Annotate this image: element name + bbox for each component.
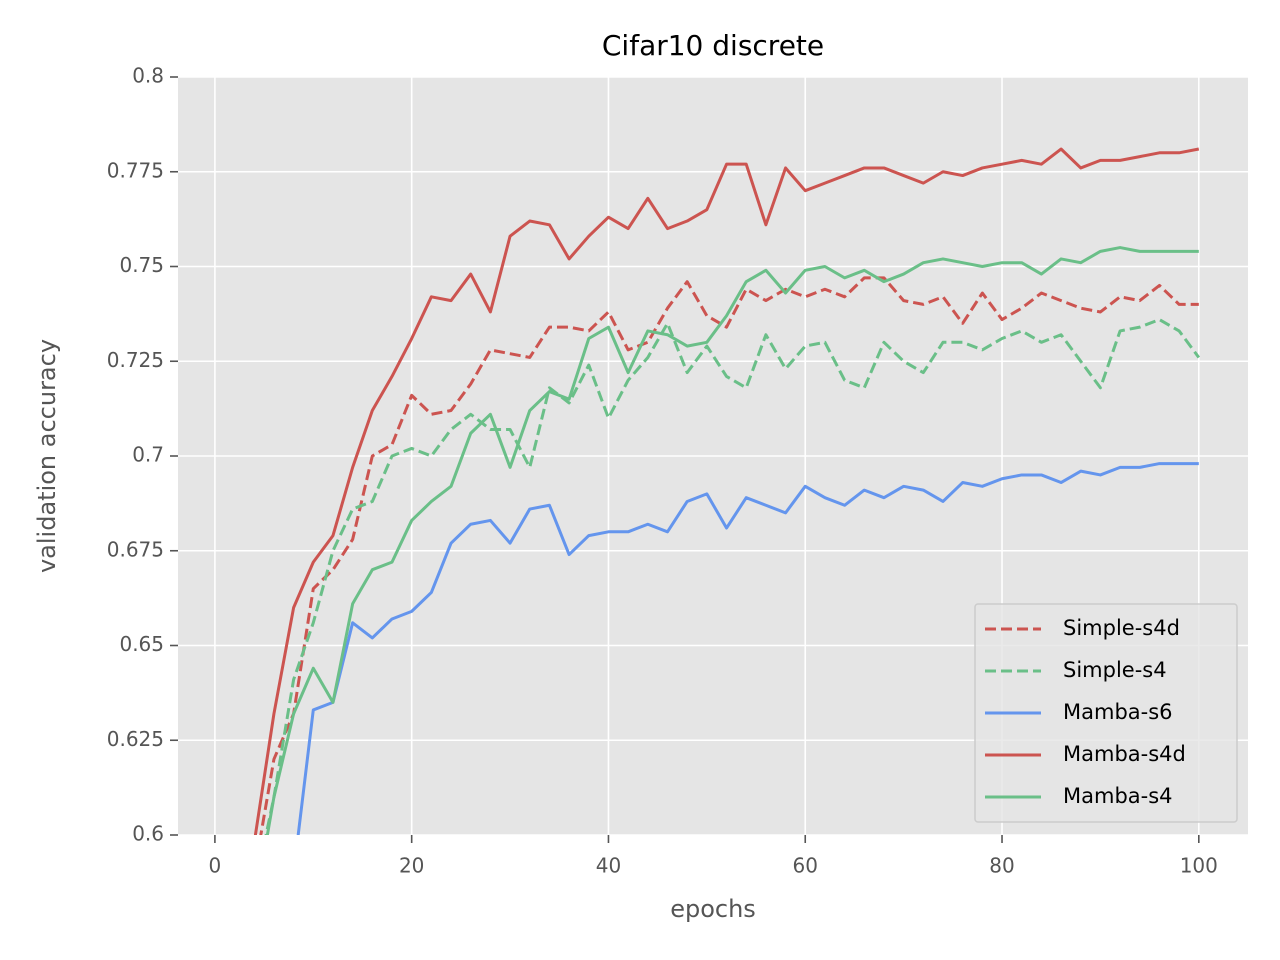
y-tick-label: 0.7	[132, 443, 164, 467]
series-line	[265, 246, 1199, 835]
y-tick-label: 0.625	[107, 727, 164, 751]
series-line	[259, 276, 1199, 835]
x-tick-label: 100	[1180, 854, 1218, 878]
legend-box	[974, 603, 1238, 823]
x-tick-label: 20	[399, 854, 424, 878]
legend-label: Simple-s4	[1063, 658, 1167, 682]
y-tick-label: 0.725	[107, 348, 164, 372]
x-tick-label: 80	[989, 854, 1014, 878]
x-tick-label: 60	[793, 854, 818, 878]
y-tick-label: 0.75	[119, 253, 164, 277]
series-line	[253, 147, 1200, 835]
lines	[253, 147, 1201, 835]
legend-label: Mamba-s6	[1063, 700, 1173, 724]
legend: Simple-s4d Simple-s4 Mamba-s6 Mamba-s4d Mamb…	[974, 603, 1238, 823]
chart-title: Cifar10 discrete	[602, 29, 824, 62]
y-tick-label: 0.775	[107, 158, 164, 182]
x-tick-label: 40	[596, 854, 621, 878]
y-axis-label: validation accuracy	[33, 339, 61, 573]
axes: 0.6 0.625 0.65 0.675 0.7 0.725 0.75 0.775 0.8 0 20…	[107, 64, 1218, 878]
y-tick-label: 0.6	[132, 822, 164, 846]
y-tick-label: 0.65	[119, 632, 164, 656]
legend-label: Mamba-s4d	[1063, 742, 1186, 766]
grid	[178, 76, 1248, 836]
series-line	[296, 462, 1199, 835]
series-line	[264, 318, 1201, 835]
legend-label: Mamba-s4	[1063, 784, 1173, 808]
legend-label: Simple-s4d	[1063, 616, 1180, 640]
y-tick-label: 0.8	[132, 64, 164, 88]
y-tick-label: 0.675	[107, 537, 164, 561]
x-tick-label: 0	[209, 854, 222, 878]
x-axis-label: epochs	[670, 895, 756, 923]
